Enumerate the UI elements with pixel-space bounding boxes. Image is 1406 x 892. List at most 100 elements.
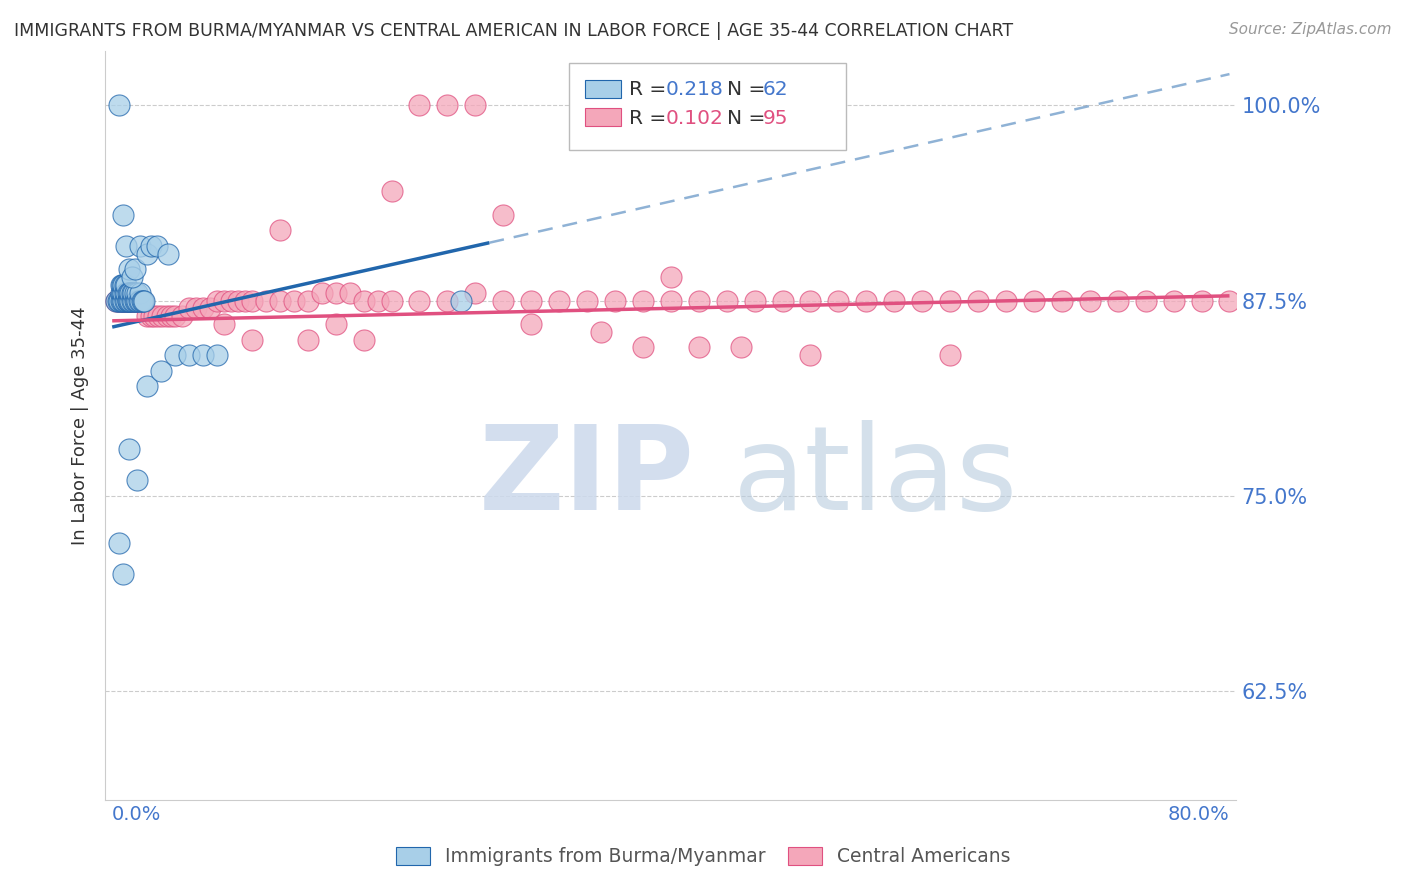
- Point: [339, 285, 361, 300]
- Point: [115, 285, 138, 300]
- Point: [143, 309, 166, 323]
- Point: [110, 285, 132, 300]
- Point: [170, 309, 193, 323]
- Point: [408, 293, 430, 308]
- Text: 80.0%: 80.0%: [1168, 805, 1229, 824]
- Point: [367, 293, 389, 308]
- Text: 0.0%: 0.0%: [112, 805, 162, 824]
- Text: R =: R =: [628, 80, 672, 99]
- Point: [191, 348, 214, 362]
- Point: [160, 309, 183, 323]
- Point: [152, 309, 174, 323]
- Text: Source: ZipAtlas.com: Source: ZipAtlas.com: [1229, 22, 1392, 37]
- Point: [112, 566, 135, 581]
- Point: [205, 293, 228, 308]
- Point: [492, 293, 515, 308]
- Point: [520, 317, 543, 331]
- Point: [688, 293, 710, 308]
- Point: [492, 208, 515, 222]
- Text: ZIP: ZIP: [478, 420, 695, 535]
- Point: [120, 285, 142, 300]
- Point: [118, 293, 141, 308]
- Point: [124, 285, 146, 300]
- Point: [240, 293, 263, 308]
- Point: [112, 208, 135, 222]
- Legend: Immigrants from Burma/Myanmar, Central Americans: Immigrants from Burma/Myanmar, Central A…: [388, 839, 1018, 873]
- Point: [128, 293, 150, 308]
- Point: [136, 246, 159, 260]
- Point: [129, 285, 152, 300]
- Point: [105, 293, 128, 308]
- Point: [325, 317, 347, 331]
- Point: [1163, 293, 1185, 308]
- Point: [631, 293, 654, 308]
- Point: [114, 293, 136, 308]
- Point: [939, 348, 962, 362]
- Point: [129, 293, 152, 308]
- Point: [120, 293, 142, 308]
- Point: [688, 340, 710, 354]
- Point: [117, 293, 139, 308]
- Point: [131, 293, 153, 308]
- Text: atlas: atlas: [733, 420, 1018, 535]
- Point: [132, 293, 155, 308]
- Point: [436, 293, 458, 308]
- Text: N =: N =: [727, 80, 772, 99]
- Point: [177, 348, 200, 362]
- Point: [111, 293, 134, 308]
- Point: [141, 309, 163, 323]
- Text: IMMIGRANTS FROM BURMA/MYANMAR VS CENTRAL AMERICAN IN LABOR FORCE | AGE 35-44 COR: IMMIGRANTS FROM BURMA/MYANMAR VS CENTRAL…: [14, 22, 1014, 40]
- Point: [136, 309, 159, 323]
- Point: [283, 293, 305, 308]
- Point: [911, 293, 934, 308]
- Point: [118, 285, 141, 300]
- Point: [118, 262, 141, 277]
- Point: [744, 293, 766, 308]
- Point: [121, 293, 143, 308]
- Point: [117, 285, 139, 300]
- Point: [297, 293, 319, 308]
- Point: [226, 293, 249, 308]
- Point: [110, 293, 132, 308]
- Point: [659, 293, 682, 308]
- Point: [111, 277, 134, 292]
- Point: [124, 262, 146, 277]
- Point: [450, 293, 472, 308]
- Point: [112, 285, 135, 300]
- Point: [128, 293, 150, 308]
- Point: [129, 293, 152, 308]
- Point: [117, 293, 139, 308]
- Point: [136, 379, 159, 393]
- Point: [855, 293, 877, 308]
- FancyBboxPatch shape: [569, 63, 846, 150]
- Point: [408, 98, 430, 112]
- Point: [112, 293, 135, 308]
- Point: [184, 301, 207, 316]
- Point: [127, 285, 149, 300]
- Point: [1050, 293, 1073, 308]
- Point: [772, 293, 794, 308]
- Point: [659, 270, 682, 285]
- Point: [254, 293, 277, 308]
- Point: [111, 285, 134, 300]
- Point: [129, 239, 152, 253]
- Point: [132, 293, 155, 308]
- Point: [205, 348, 228, 362]
- Point: [730, 340, 752, 354]
- Point: [297, 333, 319, 347]
- Point: [121, 285, 143, 300]
- Point: [212, 317, 235, 331]
- Point: [163, 348, 186, 362]
- Point: [110, 277, 132, 292]
- Text: 0.218: 0.218: [665, 80, 723, 99]
- Point: [269, 293, 291, 308]
- Point: [883, 293, 905, 308]
- Point: [157, 246, 180, 260]
- Point: [114, 293, 136, 308]
- FancyBboxPatch shape: [585, 109, 621, 127]
- Point: [108, 293, 131, 308]
- Point: [134, 293, 156, 308]
- Point: [112, 277, 135, 292]
- Point: [124, 293, 146, 308]
- Point: [603, 293, 626, 308]
